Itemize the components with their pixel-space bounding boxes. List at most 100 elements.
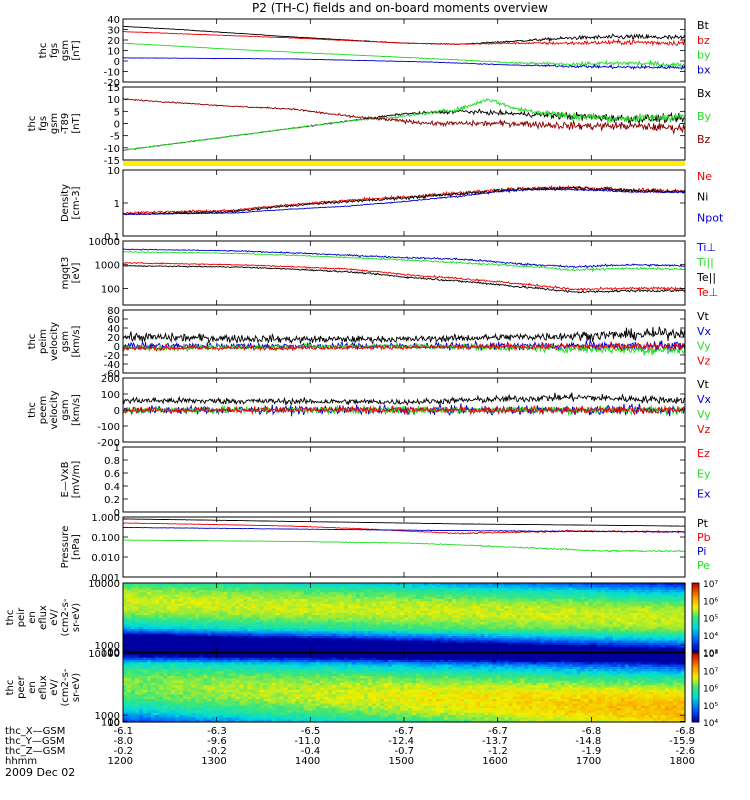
spectrogram-cell <box>131 606 136 609</box>
spectrogram-cell <box>440 596 445 600</box>
spectrogram-cell <box>255 592 261 596</box>
spectrogram-cell <box>508 596 513 600</box>
spectrogram-cell <box>203 606 208 609</box>
spectrogram-cell <box>548 592 554 596</box>
spectrogram-cell <box>452 642 457 646</box>
spectrogram-cell <box>339 596 345 600</box>
spectrogram-cell <box>660 589 666 593</box>
spectrogram-cell <box>644 587 650 591</box>
spectrogram-cell <box>500 603 505 607</box>
spectrogram-cell <box>476 587 481 591</box>
spectrogram-cell <box>672 619 678 623</box>
spectrogram-cell <box>460 612 465 616</box>
spectrogram-cell <box>660 615 666 619</box>
spectrogram-cell <box>183 587 188 591</box>
spectrogram-cell <box>540 624 546 628</box>
spectrogram-cell <box>592 622 598 625</box>
spectrogram-cell <box>476 589 481 593</box>
spectrogram-cell <box>428 589 433 593</box>
spectrogram-cell <box>652 638 658 642</box>
spectrogram-cell <box>588 622 594 625</box>
spectrogram-cell <box>195 596 200 600</box>
spectrogram-cell <box>275 585 281 589</box>
spectrogram-cell <box>263 608 269 612</box>
spectrogram-cell <box>528 608 534 612</box>
spectrogram-cell <box>664 619 670 623</box>
spectrogram-cell <box>143 653 148 656</box>
spectrogram-cell <box>572 592 578 596</box>
spectrogram-cell <box>179 687 184 691</box>
spectrogram-cell <box>167 647 172 651</box>
spectrogram-cell <box>412 619 417 623</box>
spectrogram-cell <box>307 629 313 632</box>
spectrogram-cell <box>159 719 164 723</box>
spectrogram-cell <box>235 619 241 623</box>
spectrogram-cell <box>175 635 180 639</box>
spectrogram-cell <box>199 645 204 648</box>
spectrogram-cell <box>460 610 465 614</box>
spectrogram-cell <box>159 631 164 635</box>
spectrogram-cell <box>319 631 325 635</box>
spectrogram-cell <box>127 629 132 632</box>
spectrogram-cell <box>404 608 409 612</box>
spectrogram-cell <box>580 624 586 628</box>
spectrogram-cell <box>251 583 257 586</box>
spectrogram-cell <box>151 606 156 609</box>
spectrogram-cell <box>564 624 570 628</box>
spectrogram-cell <box>444 592 449 596</box>
spectrogram-cell <box>656 615 662 619</box>
spectrogram-cell <box>640 642 646 646</box>
spectrogram-cell <box>155 640 160 644</box>
spectrogram-cell <box>644 601 650 605</box>
spectrogram-cell <box>484 592 489 596</box>
spectrogram-cell <box>500 635 505 639</box>
spectrogram-cell <box>151 653 156 656</box>
spectrogram-cell <box>315 642 321 646</box>
y-tick-label: 0 <box>114 406 120 417</box>
spectrogram-cell <box>351 640 357 644</box>
spectrogram-cell <box>588 619 594 623</box>
spectrogram-cell <box>596 596 602 600</box>
spectrogram-cell <box>339 629 345 632</box>
spectrogram-cell <box>404 645 409 648</box>
spectrogram-cell <box>291 608 297 612</box>
spectrogram-cell <box>199 587 204 591</box>
spectrogram-cell <box>295 587 301 591</box>
spectrogram-cell <box>291 583 297 586</box>
spectrogram-cell <box>440 629 445 632</box>
spectrogram-cell <box>179 680 184 684</box>
spectrogram-cell <box>227 629 232 632</box>
spectrogram-cell <box>504 610 509 614</box>
spectrogram-cell <box>628 626 634 630</box>
spectrogram-cell <box>644 610 650 614</box>
spectrogram-cell <box>151 633 156 637</box>
spectrogram-cell <box>540 642 546 646</box>
spectrogram-cell <box>131 694 136 698</box>
spectrogram-cell <box>536 629 542 632</box>
spectrogram-cell <box>247 622 253 625</box>
spectrogram-cell <box>576 647 582 651</box>
spectrogram-cell <box>367 608 373 612</box>
spectrogram-cell <box>143 589 148 593</box>
spectrogram-cell <box>159 629 164 632</box>
spectrogram-cell <box>151 657 156 661</box>
spectrogram-cell <box>608 583 614 586</box>
spectrogram-cell <box>412 633 417 637</box>
spectrogram-cell <box>211 629 216 632</box>
spectrogram-cell <box>564 599 570 602</box>
y-tick-label: 100 <box>101 390 120 401</box>
spectrogram-cell <box>187 640 192 644</box>
spectrogram-cell <box>179 673 184 677</box>
spectrogram-cell <box>175 703 180 707</box>
spectrogram-cell <box>640 631 646 635</box>
spectrogram-cell <box>215 647 220 651</box>
spectrogram-cell <box>355 640 361 644</box>
spectrogram-cell <box>135 619 140 623</box>
spectrogram-cell <box>399 594 405 598</box>
spectrogram-cell <box>620 619 626 623</box>
spectrogram-cell <box>171 719 176 723</box>
spectrogram-cell <box>263 587 269 591</box>
spectrogram-cell <box>636 626 642 630</box>
spectrogram-cell <box>147 587 152 591</box>
spectrogram-cell <box>299 624 305 628</box>
